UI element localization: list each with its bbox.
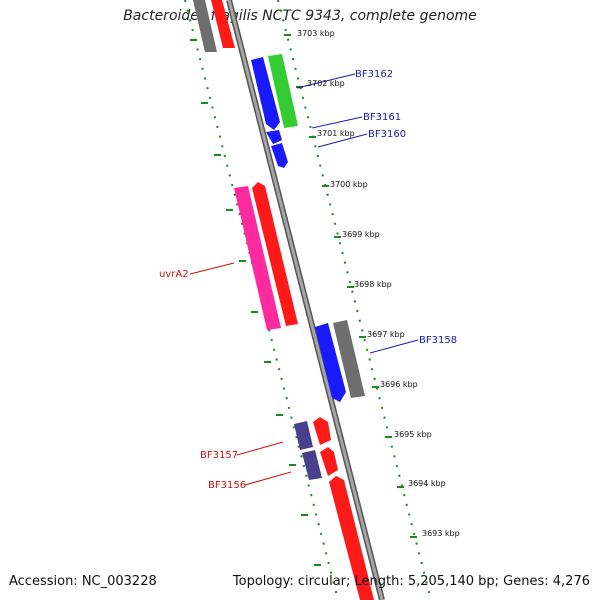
gene-gray-mid[interactable] [333, 320, 365, 398]
gene-red-top[interactable] [211, 0, 235, 48]
outer-dash-line [277, 0, 432, 600]
gene-gray-top[interactable] [193, 0, 217, 52]
gene-red-mid[interactable] [252, 182, 298, 326]
gene-bf3160[interactable] [271, 143, 288, 168]
gene-label-bf3157[interactable]: BF3157 [200, 450, 238, 461]
gene-blue-1[interactable] [251, 57, 280, 130]
gene-label-bf3162[interactable]: BF3162 [355, 69, 393, 80]
map-title: Bacteroides fragilis NCTC 9343, complete… [123, 8, 477, 24]
tick-label: 3693 kbp [422, 529, 460, 538]
tick-label: 3698 kbp [354, 280, 392, 289]
gene-label-uvra2[interactable]: uvrA2 [159, 269, 189, 280]
gene-bf3157[interactable] [313, 417, 331, 445]
tick-label: 3696 kbp [380, 380, 418, 389]
backbone [227, 0, 384, 600]
tick-label: 3695 kbp [394, 430, 432, 439]
gene-red-bottom[interactable] [329, 476, 374, 600]
accession-label: Accession: NC_003228 [9, 574, 157, 589]
tick-label: 3703 kbp [297, 29, 335, 38]
tick-label: 3702 kbp [307, 79, 345, 88]
gene-bf3162[interactable] [268, 54, 298, 128]
genome-summary: Topology: circular; Length: 5,205,140 bp… [232, 574, 590, 589]
major-ticks [190, 34, 417, 566]
gene-label-bf3160[interactable]: BF3160 [368, 129, 406, 140]
tick-label: 3694 kbp [408, 479, 446, 488]
gene-uvra2[interactable] [234, 186, 281, 330]
gene-bf3156[interactable] [320, 447, 338, 476]
gene-bf3156-purple[interactable] [302, 450, 322, 480]
gene-label-bf3158[interactable]: BF3158 [419, 335, 457, 346]
tick-label: 3701 kbp [317, 129, 355, 138]
label-connectors [189, 73, 419, 486]
tick-label: 3700 kbp [330, 180, 368, 189]
gene-bf3161[interactable] [266, 130, 282, 144]
tick-label: 3697 kbp [367, 330, 405, 339]
gene-label-bf3161[interactable]: BF3161 [363, 112, 401, 123]
gene-bf3157-purple[interactable] [294, 421, 313, 450]
tick-label: 3699 kbp [342, 230, 380, 239]
gene-label-bf3156[interactable]: BF3156 [208, 480, 246, 491]
gene-bf3158[interactable] [315, 323, 346, 402]
